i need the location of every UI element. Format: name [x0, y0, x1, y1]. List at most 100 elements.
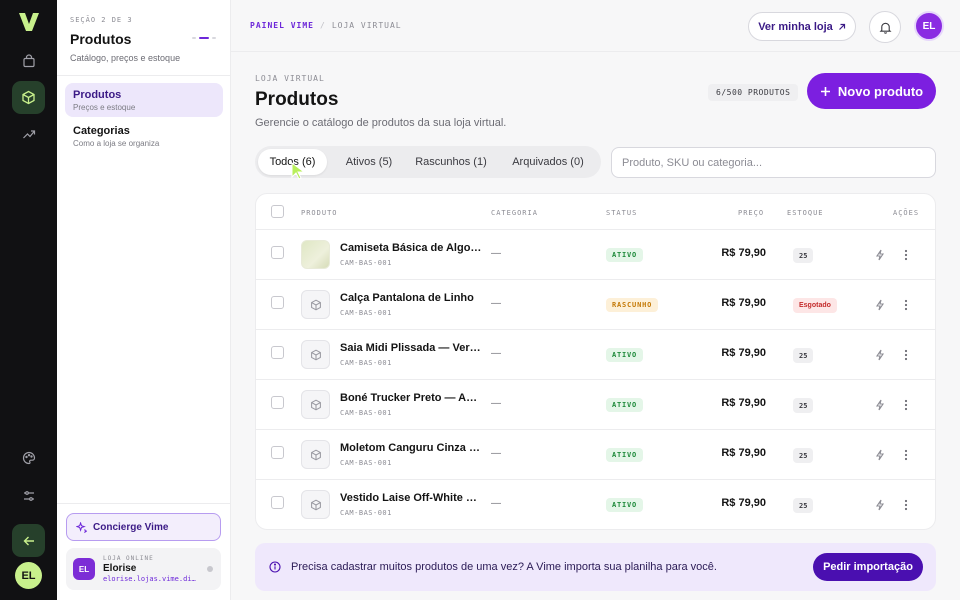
rail-store-button[interactable]: [12, 44, 45, 77]
notifications-button[interactable]: [869, 11, 901, 43]
table-row[interactable]: Moletom Canguru Cinza Mescla CAM-BAS-001 —…: [256, 430, 935, 480]
quick-action-button[interactable]: [875, 348, 885, 366]
row-checkbox[interactable]: [271, 296, 284, 309]
quick-action-button[interactable]: [875, 398, 885, 416]
more-actions-button[interactable]: [904, 398, 908, 416]
sliders-icon: [23, 490, 34, 501]
product-price: R$ 79,90: [721, 447, 766, 459]
more-actions-button[interactable]: [904, 348, 908, 366]
product-name[interactable]: Boné Trucker Preto — Aba Curva: [340, 392, 482, 404]
concierge-button[interactable]: Concierge Vime: [66, 513, 221, 541]
product-name[interactable]: Vestido Laise Off-White Midi: [340, 492, 482, 504]
col-product: PRODUTO: [301, 209, 338, 217]
product-sku: CAM-BAS-001: [340, 309, 392, 317]
bolt-icon: [875, 399, 885, 411]
row-checkbox[interactable]: [271, 446, 284, 459]
section-title: Produtos: [70, 31, 132, 47]
quick-action-button[interactable]: [875, 298, 885, 316]
col-status: STATUS: [606, 209, 638, 217]
product-thumbnail: [301, 440, 330, 469]
status-tabs: Todos (6) Ativos (5) Rascunhos (1) Arqui…: [255, 146, 601, 178]
bag-icon: [22, 53, 35, 67]
breadcrumb-separator: /: [319, 21, 326, 30]
plus-icon: [820, 86, 830, 96]
nav-item-label: Categorias: [73, 125, 130, 137]
rail-products-button[interactable]: [12, 81, 45, 114]
tab-drafts[interactable]: Rascunhos (1): [415, 156, 487, 168]
sparkle-icon: [76, 521, 87, 533]
nav-item-categories[interactable]: Categorias Como a loja se organiza: [65, 119, 223, 153]
page-title: Produtos: [255, 89, 339, 110]
table-row[interactable]: Calça Pantalona de Linho CAM-BAS-001 — RASC…: [256, 280, 935, 330]
request-import-button[interactable]: Pedir importação: [813, 553, 923, 581]
col-category: CATEGORIA: [491, 209, 538, 217]
quick-action-button[interactable]: [875, 448, 885, 466]
breadcrumb-root[interactable]: PAINEL VIME: [250, 21, 314, 30]
product-thumbnail: [301, 290, 330, 319]
table-row[interactable]: Boné Trucker Preto — Aba Curva CAM-BAS-00…: [256, 380, 935, 430]
breadcrumb-current: LOJA VIRTUAL: [331, 21, 402, 30]
product-name[interactable]: Calça Pantalona de Linho: [340, 292, 474, 304]
rail-back-button[interactable]: [12, 524, 45, 557]
concierge-label: Concierge Vime: [93, 521, 169, 533]
quick-action-button[interactable]: [875, 248, 885, 266]
section-progress: [192, 37, 216, 39]
store-kicker: LOJA ONLINE: [103, 555, 154, 562]
product-search-input[interactable]: [611, 147, 936, 178]
product-name[interactable]: Moletom Canguru Cinza Mescla: [340, 442, 482, 454]
status-badge: ATIVO: [606, 498, 644, 512]
nav-item-products[interactable]: Produtos Preços e estoque: [65, 83, 223, 117]
product-name[interactable]: Saia Midi Plissada — Verde: [340, 342, 482, 354]
divider: [57, 503, 230, 504]
view-store-label: Ver minha loja: [758, 20, 833, 33]
row-checkbox[interactable]: [271, 346, 284, 359]
topbar: PAINEL VIME / LOJA VIRTUAL Ver minha loj…: [231, 0, 960, 52]
bolt-icon: [875, 349, 885, 361]
col-actions: AÇÕES: [893, 209, 920, 217]
row-checkbox[interactable]: [271, 396, 284, 409]
new-product-button[interactable]: Novo produto: [807, 73, 936, 109]
import-banner: Precisa cadastrar muitos produtos de uma…: [255, 543, 936, 591]
product-sku: CAM-BAS-001: [340, 359, 392, 367]
stock-badge: Esgotado: [793, 298, 837, 313]
box-icon: [310, 499, 321, 510]
row-checkbox[interactable]: [271, 496, 284, 509]
more-actions-button[interactable]: [904, 248, 908, 266]
quick-action-button[interactable]: [875, 498, 885, 516]
v-logo[interactable]: [17, 11, 41, 33]
row-checkbox[interactable]: [271, 246, 284, 259]
table-row[interactable]: Camiseta Básica de Algodão CAM-BAS-001 — AT…: [256, 230, 935, 280]
section-subtitle: Catálogo, preços e estoque: [70, 53, 181, 63]
product-price: R$ 79,90: [721, 247, 766, 259]
more-vertical-icon: [904, 399, 908, 411]
select-all-checkbox[interactable]: [271, 205, 284, 218]
more-actions-button[interactable]: [904, 498, 908, 516]
store-card[interactable]: EL LOJA ONLINE Elorise elorise.lojas.vim…: [66, 548, 221, 590]
product-sku: CAM-BAS-001: [340, 509, 392, 517]
more-actions-button[interactable]: [904, 448, 908, 466]
rail-analytics-button[interactable]: [12, 117, 45, 150]
table-row[interactable]: Saia Midi Plissada — Verde CAM-BAS-001 — AT…: [256, 330, 935, 380]
more-vertical-icon: [904, 499, 908, 511]
view-store-button[interactable]: Ver minha loja: [748, 12, 856, 41]
more-vertical-icon: [904, 449, 908, 461]
more-actions-button[interactable]: [904, 298, 908, 316]
section-panel: SEÇÃO 2 DE 3 Produtos Catálogo, preços e…: [57, 0, 231, 600]
bolt-icon: [875, 499, 885, 511]
product-name[interactable]: Camiseta Básica de Algodão: [340, 242, 482, 254]
tab-archived[interactable]: Arquivados (0): [512, 156, 584, 168]
rail-theme-button[interactable]: [12, 441, 45, 474]
box-icon: [310, 299, 321, 310]
rail-user-avatar[interactable]: EL: [15, 562, 42, 589]
tab-active[interactable]: Ativos (5): [345, 156, 393, 168]
user-avatar[interactable]: EL: [914, 11, 944, 41]
stock-badge: 25: [793, 248, 814, 263]
rail-settings-button[interactable]: [12, 479, 45, 512]
table-row[interactable]: Vestido Laise Off-White Midi CAM-BAS-001 —…: [256, 480, 935, 529]
bolt-icon: [875, 249, 885, 261]
bell-icon: [879, 22, 891, 34]
nav-item-hint: Como a loja se organiza: [73, 139, 160, 148]
trend-icon: [22, 129, 35, 138]
product-sku: CAM-BAS-001: [340, 409, 392, 417]
product-price: R$ 79,90: [721, 297, 766, 309]
